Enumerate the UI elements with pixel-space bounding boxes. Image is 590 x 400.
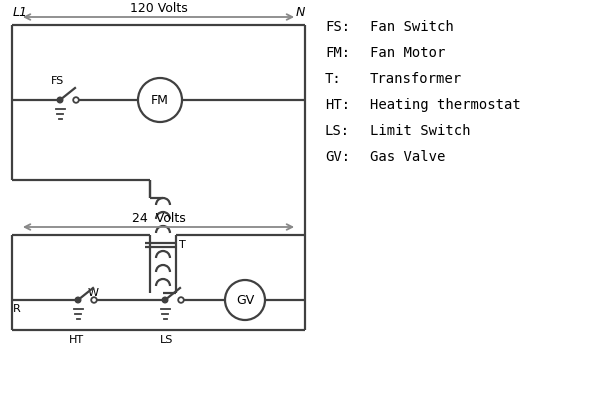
Circle shape [75, 297, 81, 303]
Text: Gas Valve: Gas Valve [370, 150, 445, 164]
Text: Transformer: Transformer [370, 72, 462, 86]
Text: FS: FS [50, 76, 64, 86]
Circle shape [162, 297, 168, 303]
Text: Limit Switch: Limit Switch [370, 124, 470, 138]
Text: L1: L1 [13, 6, 28, 19]
Text: HT: HT [68, 335, 84, 345]
Text: Fan Motor: Fan Motor [370, 46, 445, 60]
Text: T:: T: [325, 72, 342, 86]
Text: FM: FM [151, 94, 169, 106]
Text: FM:: FM: [325, 46, 350, 60]
Text: R: R [13, 304, 21, 314]
Text: LS:: LS: [325, 124, 350, 138]
Text: T: T [179, 240, 186, 250]
Text: W: W [88, 288, 99, 298]
Text: HT:: HT: [325, 98, 350, 112]
Circle shape [57, 97, 63, 103]
Text: N: N [296, 6, 305, 19]
Text: GV:: GV: [325, 150, 350, 164]
Text: GV: GV [236, 294, 254, 306]
Text: Heating thermostat: Heating thermostat [370, 98, 521, 112]
Text: Fan Switch: Fan Switch [370, 20, 454, 34]
Text: 120 Volts: 120 Volts [130, 2, 188, 15]
Text: FS:: FS: [325, 20, 350, 34]
Text: 24  Volts: 24 Volts [132, 212, 185, 225]
Text: LS: LS [160, 335, 173, 345]
